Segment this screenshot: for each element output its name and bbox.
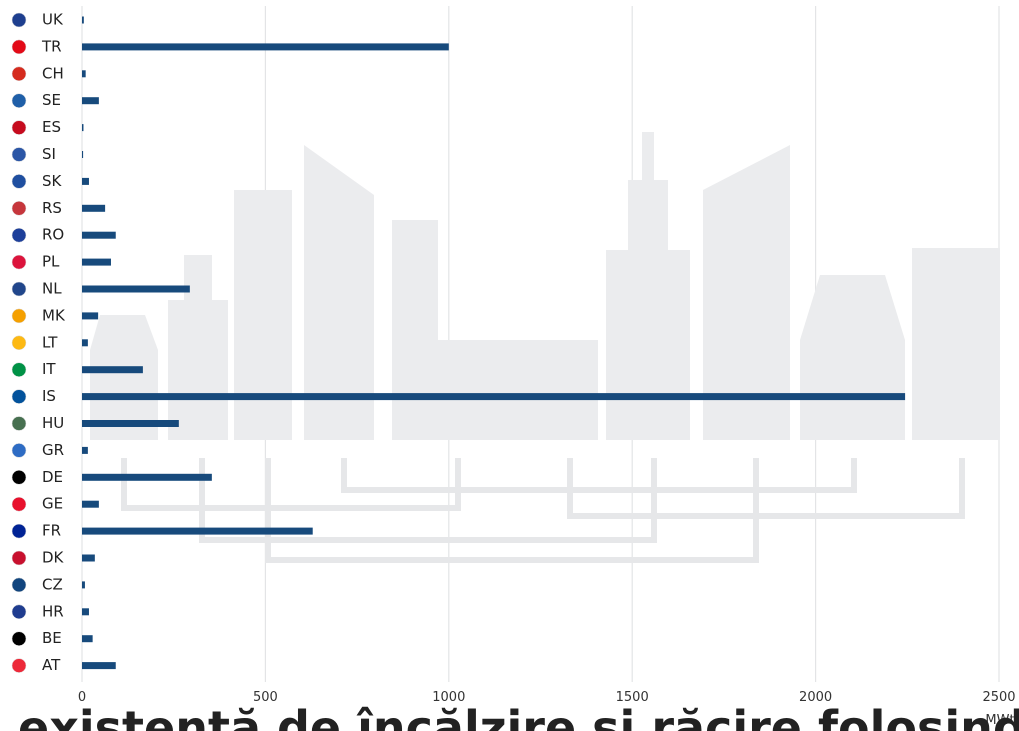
bar [82, 581, 85, 589]
flag-icon [11, 550, 27, 566]
category-label: BE [42, 629, 62, 647]
flag-icon [11, 362, 27, 377]
category-label: NL [42, 280, 62, 298]
category-label: PL [42, 253, 60, 271]
category-label: GR [42, 441, 64, 459]
flag-icon [11, 496, 27, 512]
category-label: RO [42, 226, 64, 244]
x-tick-label: 1500 [616, 690, 649, 705]
category-label: SI [42, 145, 56, 163]
flag-icon [11, 201, 27, 216]
bar [82, 177, 89, 185]
x-axis-label: MWt [985, 713, 1014, 728]
bar [82, 366, 143, 374]
category-label: IT [42, 360, 56, 378]
bar [82, 231, 116, 239]
flag-icon [11, 604, 27, 620]
bar [82, 500, 99, 508]
flag-icon [11, 577, 27, 593]
bar [82, 446, 88, 454]
category-label: HR [42, 602, 64, 620]
bar [82, 285, 190, 293]
bar [82, 204, 106, 212]
flag-icon [11, 120, 27, 135]
flag-icon [11, 93, 27, 108]
flag-icon [11, 631, 27, 646]
category-label: UK [42, 11, 64, 29]
bar [82, 124, 84, 132]
flag-icon [11, 443, 27, 458]
bar [82, 420, 179, 427]
bar [82, 16, 84, 24]
flag-icon [11, 227, 27, 243]
flag-icon [11, 335, 27, 351]
category-label: ES [42, 118, 61, 136]
category-label: FR [42, 522, 61, 540]
bar [82, 662, 116, 670]
bar [82, 554, 95, 562]
x-tick-label: 0 [78, 690, 86, 705]
flag-icon [11, 66, 27, 82]
category-label: DE [42, 468, 63, 486]
x-tick-label: 2000 [799, 690, 832, 705]
bar [82, 393, 906, 401]
bar [82, 70, 86, 78]
category-label: IS [42, 387, 56, 405]
category-label: SK [42, 172, 63, 190]
flag-icon [11, 470, 27, 485]
flag-icon [11, 658, 27, 673]
category-label: CH [42, 64, 64, 82]
bar [82, 527, 313, 535]
bar [82, 97, 99, 105]
x-tick-label: 1000 [432, 690, 465, 705]
flag-icon [11, 39, 27, 55]
category-label: AT [42, 656, 61, 674]
x-tick-label: 2500 [982, 690, 1015, 705]
category-label: RS [42, 199, 62, 217]
flag-icon [11, 281, 27, 297]
flag-icon [11, 523, 27, 539]
flag-icon [11, 416, 27, 431]
skyline-background [90, 132, 1000, 440]
category-label: DK [42, 549, 65, 567]
bar [82, 608, 89, 616]
bar [82, 151, 84, 158]
bar [82, 43, 449, 51]
bar [82, 473, 212, 481]
category-label: GE [42, 495, 63, 513]
chart-title: existentă de încălzire și răcire folosin… [18, 701, 1019, 731]
bar [82, 258, 111, 266]
category-label: LT [42, 333, 58, 351]
bar [82, 339, 88, 347]
category-label: CZ [42, 575, 63, 593]
x-tick-label: 500 [253, 690, 278, 705]
flag-icon [11, 174, 27, 189]
flag-icon [11, 389, 27, 404]
bar [82, 312, 99, 320]
category-label: TR [41, 37, 62, 55]
category-label: SE [42, 91, 61, 109]
pipes-background [121, 458, 965, 563]
category-label: MK [42, 306, 66, 324]
flag-icon [11, 12, 27, 28]
flag-icon [11, 147, 27, 162]
flag-icon [11, 308, 27, 324]
bar [82, 635, 93, 643]
category-label: HU [42, 414, 64, 432]
flag-icon [11, 254, 27, 270]
